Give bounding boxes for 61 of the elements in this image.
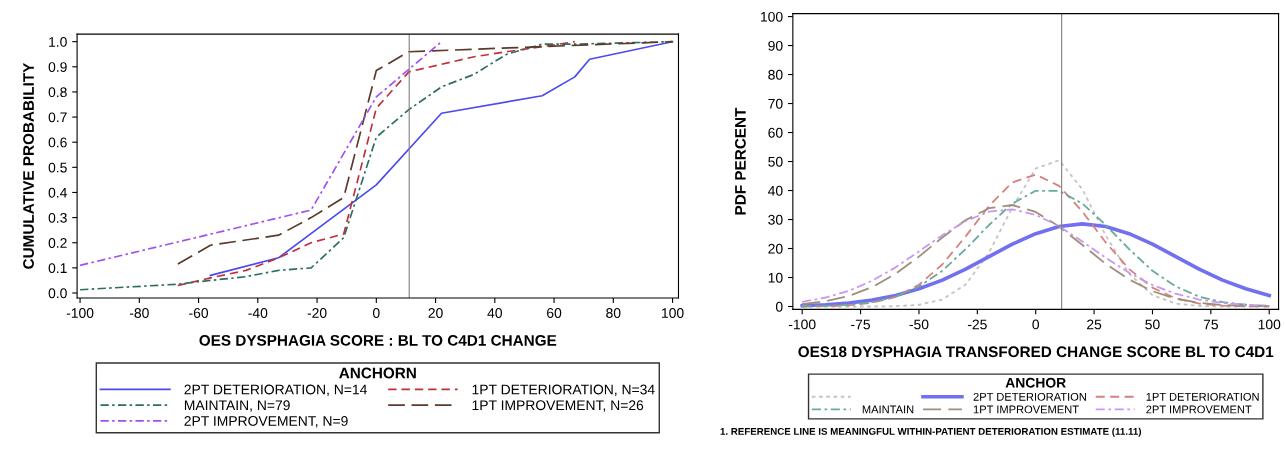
- y-tick-label: 80: [768, 69, 783, 80]
- y-tick-label: 1.0: [49, 37, 67, 47]
- legend-label: 1PT IMPROVEMENT, N=26: [472, 400, 644, 412]
- y-tick-label: 90: [768, 40, 783, 51]
- y-tick-label: 20: [768, 243, 783, 254]
- x-tick-label: 0: [1032, 319, 1040, 330]
- y-tick-label: 0.2: [48, 238, 67, 248]
- y-tick-label: 0.7: [48, 112, 67, 123]
- x-tick-label: -50: [909, 319, 929, 330]
- x-tick-label: 100: [1258, 319, 1281, 330]
- y-tick-label: 0.6: [48, 137, 67, 148]
- y-tick-label: 60: [768, 127, 783, 138]
- y-tick-label: 30: [768, 214, 783, 225]
- x-tick-label: 25: [1087, 319, 1102, 330]
- line-series: [800, 222, 1272, 308]
- y-axis-title: PDF PERCENT: [735, 107, 746, 215]
- y-axis-title: CUMULATIVE PROBABILITY: [23, 62, 34, 269]
- legend-label: 2PT DETERIORATION, N=14: [184, 384, 367, 397]
- x-axis-title: OES DYSPHAGIA SCORE : BL TO C4D1 CHANGE: [199, 334, 557, 346]
- x-axis-title: OES18 DYSPHAGIA TRANSFORED CHANGE SCORE BL TO C4D1: [798, 346, 1274, 358]
- x-tick-label: -80: [129, 308, 149, 318]
- y-tick-label: 0.9: [48, 62, 67, 72]
- x-tick-label: 20: [428, 308, 443, 318]
- y-tick-label: 0.3: [48, 212, 67, 223]
- y-tick-label: 50: [768, 156, 783, 167]
- y-tick-label: 0.5: [48, 162, 67, 173]
- x-tick-label: -100: [66, 308, 94, 318]
- legend-label: MAINTAIN: [862, 405, 914, 414]
- y-tick-label: 100: [761, 11, 783, 22]
- x-tick-label: 100: [662, 308, 684, 318]
- legend-label: 2PT DETERIORATION: [973, 392, 1086, 401]
- legend-title: ANCHORN: [339, 367, 416, 379]
- x-tick-label: -60: [189, 308, 209, 318]
- line-series: [176, 40, 576, 287]
- x-tick-label: -100: [788, 319, 816, 330]
- legend-label: 1PT DETERIORATION, N=34: [472, 384, 655, 397]
- x-tick-label: 0: [372, 308, 380, 318]
- y-tick-label: 0.0: [48, 288, 67, 299]
- x-tick-label: 80: [606, 308, 621, 318]
- legend-title: ANCHOR: [1005, 377, 1066, 388]
- x-tick-label: 50: [1145, 319, 1160, 330]
- text: 1. REFERENCE LINE IS MEANINGFUL WITHIN-PATIENT DETERIORATION ESTIMATE (11.11): [720, 427, 1142, 437]
- y-tick-label: 10: [768, 272, 783, 283]
- y-tick-label: 0.4: [48, 187, 67, 198]
- line-series: [79, 40, 443, 267]
- x-tick-label: -20: [307, 308, 327, 318]
- y-tick-label: 0.1: [48, 263, 67, 274]
- x-tick-label: -40: [248, 308, 268, 318]
- legend-label: 1PT IMPROVEMENT: [973, 405, 1079, 414]
- x-tick-label: 75: [1203, 319, 1218, 330]
- x-tick-label: -25: [967, 319, 987, 330]
- legend-label: 2PT IMPROVEMENT: [1146, 405, 1252, 414]
- legend-label: MAINTAIN, N=79: [184, 400, 290, 412]
- legend-label: 2PT IMPROVEMENT, N=9: [184, 416, 348, 428]
- legend-label: 1PT DETERIORATION: [1146, 392, 1259, 401]
- y-tick-label: 70: [768, 98, 783, 109]
- y-tick-label: 0.8: [48, 87, 67, 98]
- y-tick-label: 40: [767, 185, 783, 196]
- x-tick-label: 40: [487, 308, 502, 318]
- x-tick-label: 60: [547, 308, 562, 318]
- x-tick-label: -75: [851, 319, 871, 330]
